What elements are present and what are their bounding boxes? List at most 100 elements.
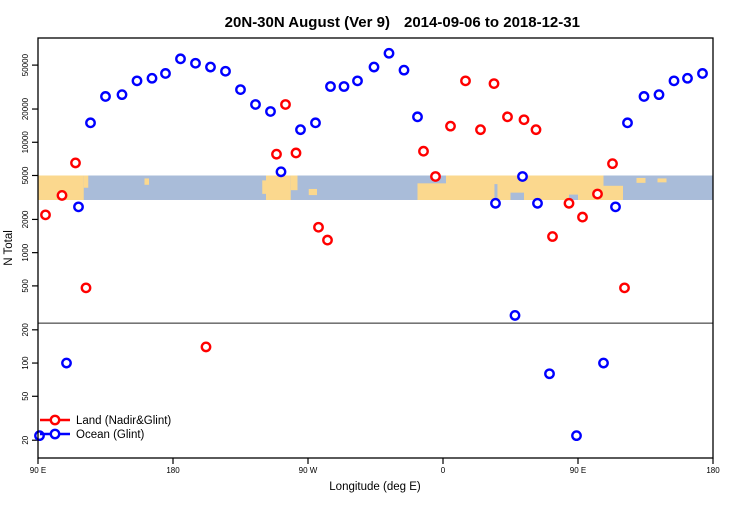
data-point bbox=[131, 75, 143, 87]
map-band-ocean-patch bbox=[603, 175, 623, 186]
x-tick-label: 0 bbox=[441, 466, 446, 475]
data-point bbox=[80, 282, 92, 294]
data-point bbox=[697, 68, 708, 79]
data-point bbox=[220, 65, 231, 77]
data-point bbox=[638, 91, 650, 102]
data-point bbox=[116, 89, 128, 101]
data-point bbox=[460, 75, 471, 87]
data-point bbox=[592, 188, 603, 200]
data-point bbox=[280, 99, 291, 110]
map-band-ocean-patch bbox=[494, 184, 498, 200]
data-point bbox=[430, 171, 441, 182]
data-point bbox=[290, 147, 302, 159]
data-point bbox=[383, 47, 395, 59]
y-tick-label: 5000 bbox=[21, 166, 30, 184]
data-point bbox=[70, 157, 81, 169]
data-point bbox=[412, 111, 423, 123]
y-tick-label: 2000 bbox=[21, 210, 30, 228]
chart-title-main: 20N-30N August (Ver 9) bbox=[225, 14, 390, 31]
legend-marker-ocean-icon bbox=[49, 428, 61, 440]
data-point bbox=[368, 61, 380, 73]
data-point bbox=[146, 72, 158, 84]
data-point bbox=[547, 231, 558, 242]
y-tick-label: 500 bbox=[21, 279, 30, 293]
y-tick-label: 100 bbox=[21, 356, 30, 370]
data-point bbox=[61, 357, 72, 369]
y-tick-label: 50 bbox=[21, 391, 30, 400]
y-tick-label: 20000 bbox=[21, 97, 30, 120]
data-point bbox=[577, 211, 588, 223]
map-band-land bbox=[144, 178, 149, 185]
data-point bbox=[85, 117, 96, 129]
data-point bbox=[275, 166, 287, 178]
x-tick-label: 90 E bbox=[30, 466, 46, 475]
y-tick-label: 200 bbox=[21, 323, 30, 337]
data-point bbox=[563, 197, 575, 209]
map-band-land bbox=[266, 175, 291, 200]
map-band-land bbox=[636, 177, 646, 183]
x-tick-label: 180 bbox=[166, 466, 180, 475]
data-point bbox=[325, 81, 336, 92]
y-axis-ticks: 20 50 100 200 500 1000 2000 5000 10000 20000 50000 bbox=[21, 53, 38, 445]
data-point bbox=[502, 111, 513, 123]
data-point bbox=[682, 72, 693, 84]
data-points bbox=[34, 47, 708, 442]
data-point bbox=[544, 368, 555, 380]
legend-marker-land-icon bbox=[49, 414, 61, 426]
map-band-land bbox=[262, 180, 266, 194]
plot-border bbox=[37, 37, 714, 459]
data-point bbox=[56, 190, 68, 201]
data-point bbox=[598, 357, 609, 369]
legend: Land (Nadir&Glint) Ocean (Glint) bbox=[40, 414, 171, 441]
map-band-land bbox=[83, 175, 89, 188]
x-tick-label: 90 W bbox=[299, 466, 318, 475]
data-point bbox=[40, 209, 51, 221]
data-point bbox=[475, 124, 486, 136]
data-point bbox=[418, 145, 429, 157]
data-point bbox=[160, 68, 171, 79]
data-point bbox=[205, 61, 216, 73]
data-point bbox=[607, 158, 618, 170]
data-point bbox=[313, 221, 324, 233]
data-point bbox=[175, 53, 186, 65]
data-point bbox=[34, 430, 45, 442]
y-tick-label: 10000 bbox=[21, 131, 30, 154]
data-point bbox=[190, 57, 201, 69]
x-tick-label: 180 bbox=[706, 466, 720, 475]
map-band-land bbox=[657, 178, 667, 183]
map-band bbox=[38, 175, 713, 200]
data-point bbox=[518, 114, 530, 126]
data-point bbox=[488, 78, 500, 89]
data-point bbox=[200, 341, 212, 353]
map-band-land bbox=[308, 188, 317, 196]
data-point bbox=[509, 310, 521, 321]
y-axis-title: N Total bbox=[3, 230, 15, 266]
data-point bbox=[100, 91, 111, 102]
legend-label-ocean: Ocean (Glint) bbox=[76, 429, 145, 441]
data-point bbox=[322, 234, 333, 246]
data-point bbox=[73, 201, 84, 213]
map-band-land bbox=[290, 175, 298, 191]
data-point bbox=[352, 75, 363, 87]
data-point bbox=[490, 197, 501, 209]
data-point bbox=[398, 64, 410, 76]
data-point bbox=[530, 124, 542, 136]
data-point bbox=[338, 81, 350, 92]
y-tick-label: 1000 bbox=[21, 243, 30, 261]
legend-label-land: Land (Nadir&Glint) bbox=[76, 415, 171, 427]
x-axis-title: Longitude (deg E) bbox=[329, 481, 421, 493]
data-point bbox=[235, 84, 246, 95]
data-point bbox=[310, 117, 321, 129]
map-band-ocean-patch bbox=[510, 192, 524, 200]
x-axis-ticks: 90 E 180 90 W 0 90 E 180 bbox=[30, 458, 720, 475]
data-point bbox=[668, 75, 680, 87]
data-point bbox=[250, 99, 261, 110]
data-point bbox=[265, 106, 276, 117]
data-point bbox=[653, 89, 665, 101]
map-band-ocean-patch bbox=[569, 194, 578, 200]
data-point bbox=[271, 148, 282, 160]
data-point bbox=[571, 430, 582, 442]
data-point bbox=[622, 117, 633, 129]
data-point bbox=[532, 197, 543, 209]
